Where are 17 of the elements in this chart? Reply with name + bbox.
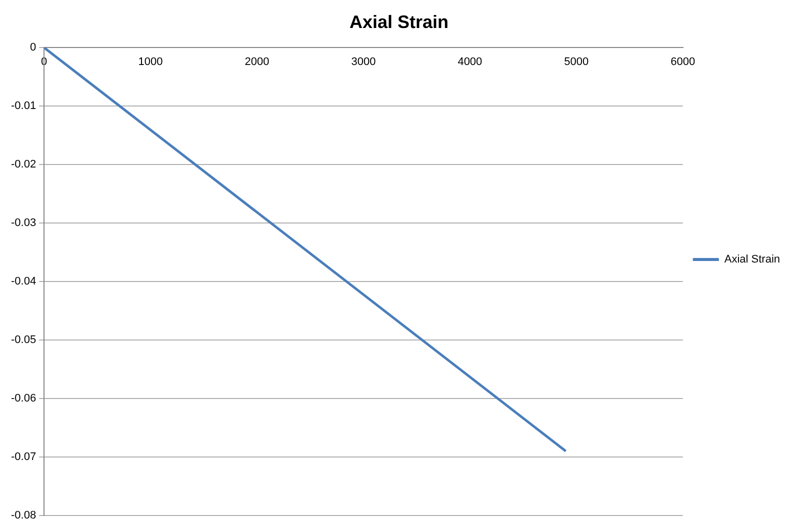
y-tick-label: -0.05	[10, 334, 36, 346]
y-tick-label: 0	[30, 42, 36, 54]
y-tick-label: -0.02	[10, 158, 36, 171]
x-tick-label: 5000	[564, 56, 589, 68]
legend-label: Axial Strain	[724, 254, 780, 266]
chart-title: Axial Strain	[349, 12, 449, 32]
y-tick-label: -0.01	[10, 100, 36, 112]
y-tick-label: -0.04	[10, 276, 36, 288]
x-tick-label: 3000	[351, 56, 376, 68]
y-tick-label: -0.06	[10, 392, 36, 404]
x-tick-label: 6000	[670, 56, 696, 68]
y-tick-label: -0.08	[10, 509, 36, 522]
x-tick-label: 1000	[138, 56, 163, 68]
x-tick-label: 4000	[458, 56, 482, 68]
y-tick-label: -0.07	[10, 450, 36, 463]
x-tick-label: 2000	[244, 56, 270, 68]
y-tick-label: -0.03	[10, 217, 36, 230]
